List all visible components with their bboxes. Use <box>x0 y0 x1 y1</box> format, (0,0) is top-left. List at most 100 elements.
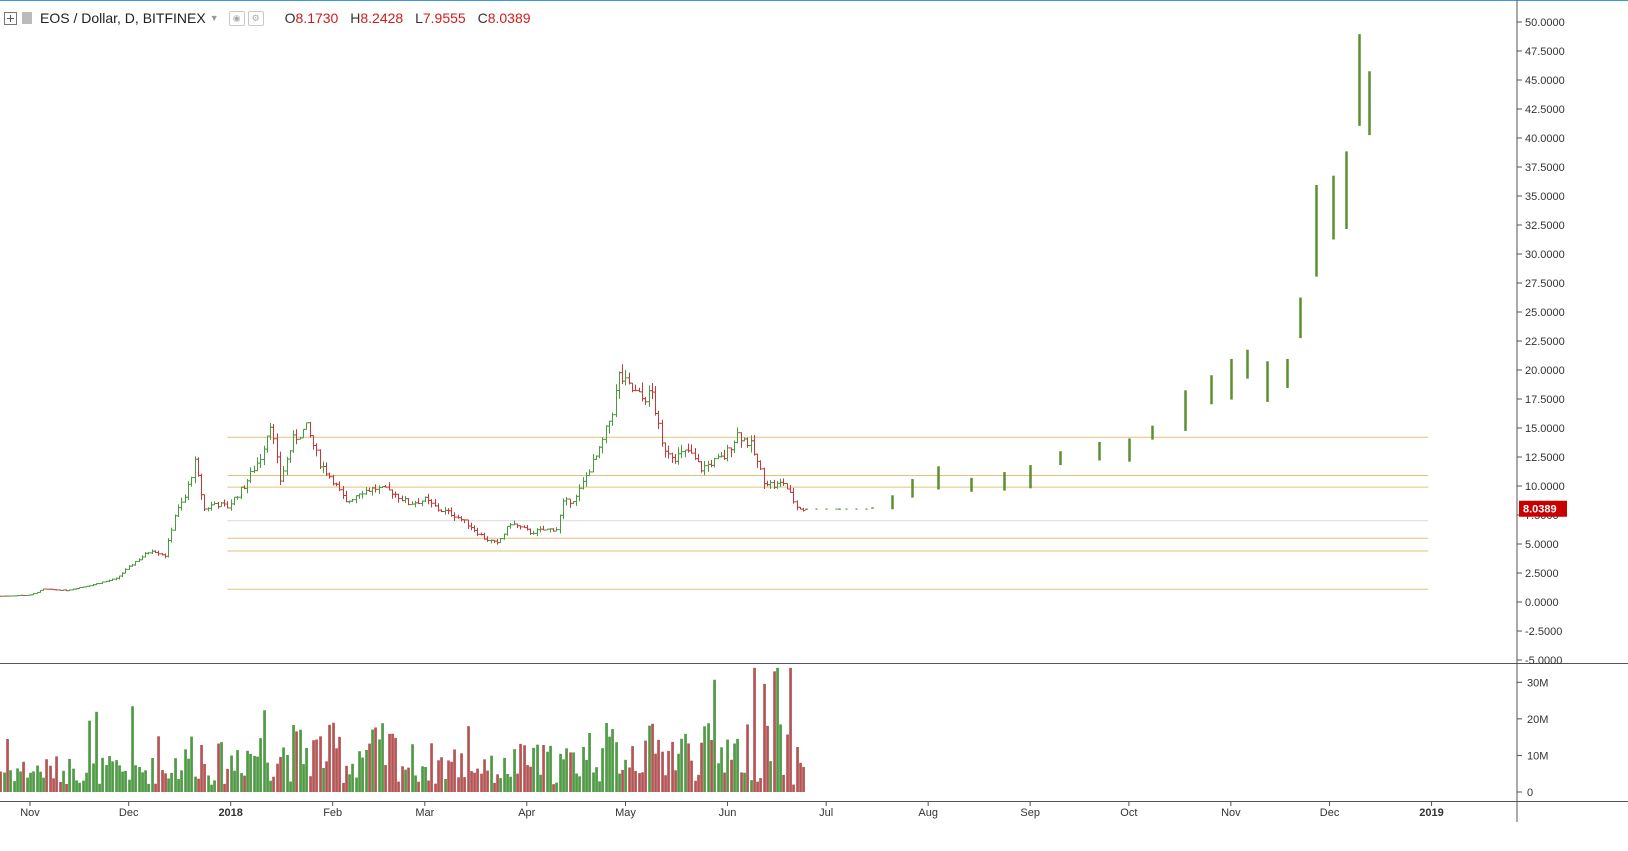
volume-bar <box>13 781 16 792</box>
volume-bar <box>95 711 98 792</box>
price-tick-label: -5.0000 <box>1525 655 1562 667</box>
volume-bar <box>611 729 614 792</box>
expand-icon[interactable] <box>4 11 17 25</box>
volume-bar <box>272 776 275 792</box>
volume-bar <box>266 762 269 792</box>
volume-bar <box>516 773 519 792</box>
volume-bar <box>726 739 729 792</box>
volume-bar <box>299 729 302 792</box>
volume-bar <box>92 763 95 792</box>
volume-bar <box>302 764 305 792</box>
eye-icon[interactable]: ◉ <box>228 10 245 26</box>
volume-bar <box>105 765 108 792</box>
volume-bar <box>292 724 295 792</box>
volume-bar <box>598 781 601 792</box>
time-tick-label: Mar <box>415 807 434 819</box>
time-tick-label: 2018 <box>218 807 242 819</box>
volume-bar <box>595 767 598 792</box>
volume-bar <box>82 780 85 792</box>
volume-bar <box>697 774 700 792</box>
volume-bar <box>789 667 792 792</box>
chevron-down-icon[interactable]: ▼ <box>209 13 219 23</box>
last-price-label: 8.0389 <box>1523 504 1557 516</box>
volume-bar <box>539 774 542 792</box>
volume-bar <box>184 749 187 792</box>
symbol-title[interactable]: EOS / Dollar, D, BITFINEX <box>40 10 206 26</box>
volume-bar <box>490 755 493 792</box>
price-tick-label: 17.5000 <box>1525 394 1565 406</box>
volume-bar <box>513 749 516 792</box>
volume-bar <box>200 744 203 792</box>
volume-bar <box>447 760 450 792</box>
volume-bar <box>358 751 361 792</box>
volume-bar <box>605 722 608 792</box>
volume-bar <box>151 758 154 792</box>
open-value: 8.1730 <box>295 10 339 26</box>
volume-bar <box>654 753 657 792</box>
volume-bar <box>529 766 532 792</box>
price-tick-label: 37.5000 <box>1525 162 1565 174</box>
volume-bar <box>233 770 236 792</box>
volume-bar <box>315 739 318 792</box>
time-tick-label: Jun <box>719 807 737 819</box>
volume-bar <box>430 743 433 792</box>
volume-bar <box>286 754 289 792</box>
volume-bar <box>759 778 762 792</box>
volume-bar <box>157 736 160 792</box>
volume-bar <box>118 765 121 792</box>
volume-bar <box>22 761 25 792</box>
volume-bar <box>253 755 256 792</box>
settings-icon[interactable]: ⚙ <box>247 10 264 26</box>
volume-bar <box>766 725 769 792</box>
volume-bar <box>342 782 345 792</box>
volume-bar <box>743 772 746 792</box>
chart-legend: EOS / Dollar, D, BITFINEX ▼ ◉ ⚙ O8.1730 … <box>4 8 531 28</box>
price-tick-label: 30.0000 <box>1525 249 1565 261</box>
price-tick-label: 35.0000 <box>1525 191 1565 203</box>
volume-bar <box>549 745 552 792</box>
volume-bar <box>328 724 331 792</box>
time-tick-label: Nov <box>20 807 40 819</box>
price-tick-label: -2.5000 <box>1525 626 1562 638</box>
volume-bar <box>542 744 545 792</box>
volume-bar <box>282 747 285 792</box>
volume-bar <box>378 739 381 792</box>
volume-bar <box>397 781 400 792</box>
volume-bar <box>740 772 743 792</box>
volume-bar <box>608 736 611 792</box>
volume-bar <box>753 667 756 792</box>
time-tick-label: Sep <box>1020 807 1040 819</box>
volume-bar <box>440 757 443 792</box>
volume-bar <box>351 763 354 792</box>
open-key: O <box>284 10 296 26</box>
volume-bar <box>345 765 348 792</box>
close-key: C <box>477 10 488 26</box>
volume-bar <box>526 765 529 792</box>
volume-bar <box>519 743 522 792</box>
volume-bar <box>62 770 65 792</box>
volume-bar <box>26 777 29 792</box>
volume-bar <box>786 734 789 792</box>
volume-bar <box>322 768 325 792</box>
volume-bar <box>720 747 723 792</box>
volume-bar <box>648 725 651 792</box>
price-tick-label: 0.0000 <box>1525 597 1559 609</box>
volume-bar <box>177 779 180 792</box>
volume-bar <box>417 781 420 792</box>
price-tick-label: 20.0000 <box>1525 365 1565 377</box>
volume-bar <box>460 753 463 792</box>
volume-bar <box>134 765 137 792</box>
volume-bar <box>391 733 394 792</box>
volume-bar <box>562 759 565 792</box>
volume-bar <box>384 765 387 792</box>
symbol-icon <box>22 12 32 24</box>
volume-bar <box>180 770 183 792</box>
price-tick-label: 25.0000 <box>1525 307 1565 319</box>
volume-bar <box>59 782 62 792</box>
volume-bar <box>444 778 447 792</box>
volume-bar <box>355 777 358 792</box>
volume-bar <box>476 768 479 792</box>
volume-bar <box>75 780 78 792</box>
price-tick-label: 42.5000 <box>1525 104 1565 116</box>
